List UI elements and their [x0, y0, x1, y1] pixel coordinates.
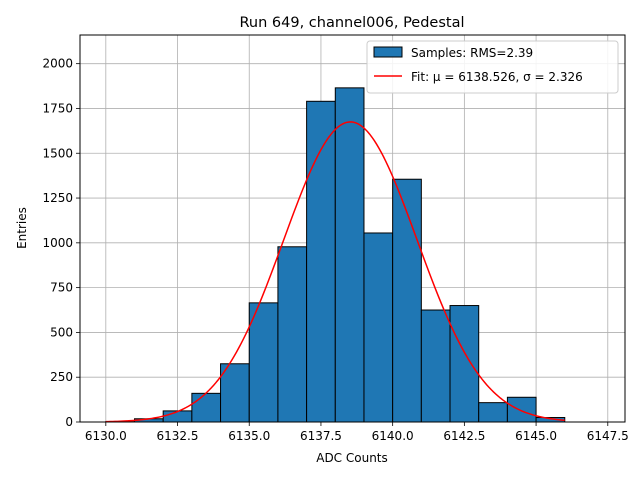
histogram-bar [479, 403, 508, 422]
histogram-bar [364, 233, 393, 422]
chart-title: Run 649, channel006, Pedestal [239, 15, 464, 31]
histogram-bar [249, 303, 278, 422]
x-tick-label: 6137.5 [300, 429, 342, 443]
y-tick-label: 750 [50, 281, 73, 295]
y-tick-label: 1000 [42, 236, 73, 250]
y-tick-label: 500 [50, 325, 73, 339]
y-axis-label: Entries [15, 207, 29, 249]
histogram-bar [393, 179, 422, 422]
legend: Samples: RMS=2.39 Fit: μ = 6138.526, σ =… [367, 41, 618, 93]
x-axis-label: ADC Counts [316, 451, 388, 465]
histogram-bar [507, 397, 536, 422]
y-tick-label: 1500 [42, 146, 73, 160]
histogram-bar [192, 393, 221, 422]
y-tick-label: 2000 [42, 57, 73, 71]
x-tick-label: 6147.5 [587, 429, 629, 443]
x-tick-label: 6145.0 [515, 429, 557, 443]
histogram-bar [221, 364, 250, 422]
x-tick-label: 6140.0 [372, 429, 414, 443]
x-tick-label: 6132.5 [157, 429, 199, 443]
legend-fit-label: Fit: μ = 6138.526, σ = 2.326 [411, 70, 583, 84]
y-tick-label: 1750 [42, 101, 73, 115]
histogram-bar [335, 88, 364, 422]
x-tick-label: 6130.0 [85, 429, 127, 443]
legend-histogram-label: Samples: RMS=2.39 [411, 46, 533, 60]
x-tick-label: 6135.0 [228, 429, 270, 443]
histogram-bar [421, 310, 450, 422]
y-tick-label: 0 [65, 415, 73, 429]
histogram-bar [450, 306, 479, 422]
legend-histogram-swatch [374, 47, 402, 57]
y-tick-label: 250 [50, 370, 73, 384]
histogram-bar [278, 247, 307, 422]
histogram-bar [163, 411, 192, 422]
x-tick-label: 6142.5 [443, 429, 485, 443]
y-tick-label: 1250 [42, 191, 73, 205]
